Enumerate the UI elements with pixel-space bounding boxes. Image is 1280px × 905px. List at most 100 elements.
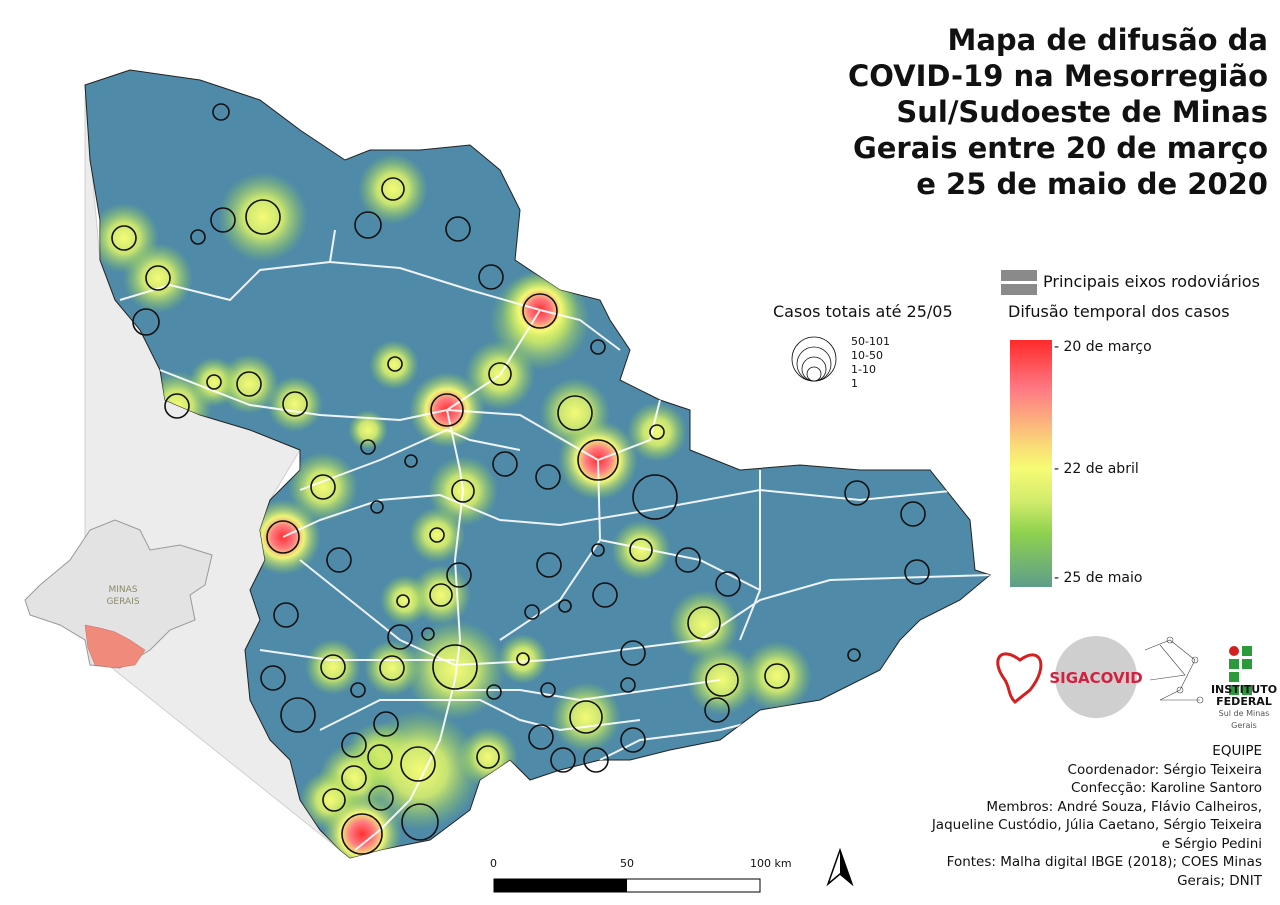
case-circle <box>591 543 605 557</box>
heat-spot-late <box>409 507 465 563</box>
credit-line: Gerais; DNIT <box>1177 872 1262 889</box>
case-circle <box>190 229 206 245</box>
case-circle <box>592 582 618 608</box>
diffusion-color-ramp <box>1010 340 1052 587</box>
credit-line: Confecção: Karoline Santoro <box>1070 780 1262 796</box>
case-circle <box>620 677 636 693</box>
credits: EQUIPE Coordenador: Sérgio Teixeira Conf… <box>932 742 1262 890</box>
case-circle <box>341 765 367 791</box>
case-circle <box>164 393 190 419</box>
case-circle <box>111 225 137 251</box>
case-circle <box>379 655 405 681</box>
case-circle <box>522 293 558 329</box>
case-circle <box>400 746 436 782</box>
case-circle <box>320 654 346 680</box>
if-line: Sul de Minas Gerais <box>1218 709 1270 730</box>
road <box>319 699 641 732</box>
scale-label: 0 <box>490 857 497 870</box>
giplan-logo <box>1144 636 1204 704</box>
case-circle <box>282 391 308 417</box>
case-circle <box>266 520 300 554</box>
road <box>259 649 455 661</box>
north-arrow-icon <box>826 847 854 887</box>
inset-label: MINAS GERAIS <box>106 585 139 607</box>
ramp-tick-text: 20 de março <box>1063 339 1152 355</box>
case-circle <box>280 697 316 733</box>
heat-spot-late <box>742 641 812 711</box>
case-circle <box>847 648 861 662</box>
if-logo-text: INSTITUTO FEDERAL Sul de Minas Gerais <box>1210 684 1278 732</box>
case-circle <box>404 454 418 468</box>
case-circle <box>451 479 475 503</box>
case-circle <box>620 727 646 753</box>
map-title: Mapa de difusão da COVID-19 na Mesorregi… <box>848 23 1268 201</box>
heat-spot-late <box>498 634 548 684</box>
cases-class: 1 <box>851 377 858 390</box>
case-circle <box>558 599 572 613</box>
heat-spot-late <box>611 520 671 580</box>
case-circle <box>620 640 646 666</box>
case-circle <box>492 451 518 477</box>
scale-bar <box>493 878 761 893</box>
case-circle <box>360 439 376 455</box>
roads-layer <box>119 229 990 851</box>
case-circle <box>341 813 383 855</box>
road <box>299 559 990 667</box>
heat-spot-late <box>364 640 420 696</box>
heat-spot-late <box>358 154 428 224</box>
case-circle <box>488 362 512 386</box>
case-circle <box>432 644 478 690</box>
case-circle <box>528 724 554 750</box>
case-circle <box>535 464 561 490</box>
road <box>446 409 464 492</box>
heat-spot-late <box>305 639 361 695</box>
scale-label: 100 km <box>750 857 792 870</box>
credit-line: EQUIPE <box>1212 743 1262 759</box>
roads-legend-label: Principais eixos rodoviários <box>1043 272 1260 291</box>
road <box>119 260 621 351</box>
case-circle <box>273 602 299 628</box>
case-circle <box>577 439 619 481</box>
credit-line: Jaqueline Custódio, Júlia Caetano, Sérgi… <box>931 817 1262 833</box>
credit-line: Membros: André Souza, Flávio Calheiros, <box>986 798 1262 815</box>
case-circle <box>326 547 352 573</box>
credit-line: Fontes: Malha digital IBGE (2018); COES … <box>946 854 1262 870</box>
road <box>499 459 602 641</box>
cases-class: 1-10 <box>851 363 876 376</box>
case-circle <box>590 339 606 355</box>
case-circle <box>206 374 222 390</box>
road <box>354 490 464 851</box>
road <box>329 229 336 263</box>
case-circle <box>557 395 593 431</box>
case-circle <box>524 604 540 620</box>
case-circle <box>900 501 926 527</box>
ramp-tick-text: 22 de abril <box>1063 461 1139 477</box>
case-circle <box>401 803 439 841</box>
case-circle <box>245 199 281 235</box>
case-circle <box>583 747 609 773</box>
case-circle <box>715 571 741 597</box>
case-circle <box>430 393 464 427</box>
road <box>282 488 961 538</box>
case-circle <box>478 264 504 290</box>
case-circle <box>350 682 366 698</box>
case-circle <box>322 788 346 812</box>
case-circle <box>486 684 502 700</box>
case-circle <box>236 371 262 397</box>
case-circle <box>260 665 286 691</box>
ramp-tick-label: - 22 de abril <box>1054 461 1139 477</box>
case-circle <box>368 785 394 811</box>
road <box>599 719 761 761</box>
case-circle <box>212 103 230 121</box>
case-circle <box>310 474 336 500</box>
case-circle <box>373 711 399 737</box>
case-circle <box>145 265 171 291</box>
case-circle <box>764 663 790 689</box>
case-circle <box>387 624 413 650</box>
case-circle <box>687 606 721 640</box>
case-circle <box>421 627 435 641</box>
heat-spot-late <box>218 172 308 262</box>
case-circle <box>540 682 556 698</box>
ramp-tick-label: - 20 de março <box>1054 339 1152 355</box>
